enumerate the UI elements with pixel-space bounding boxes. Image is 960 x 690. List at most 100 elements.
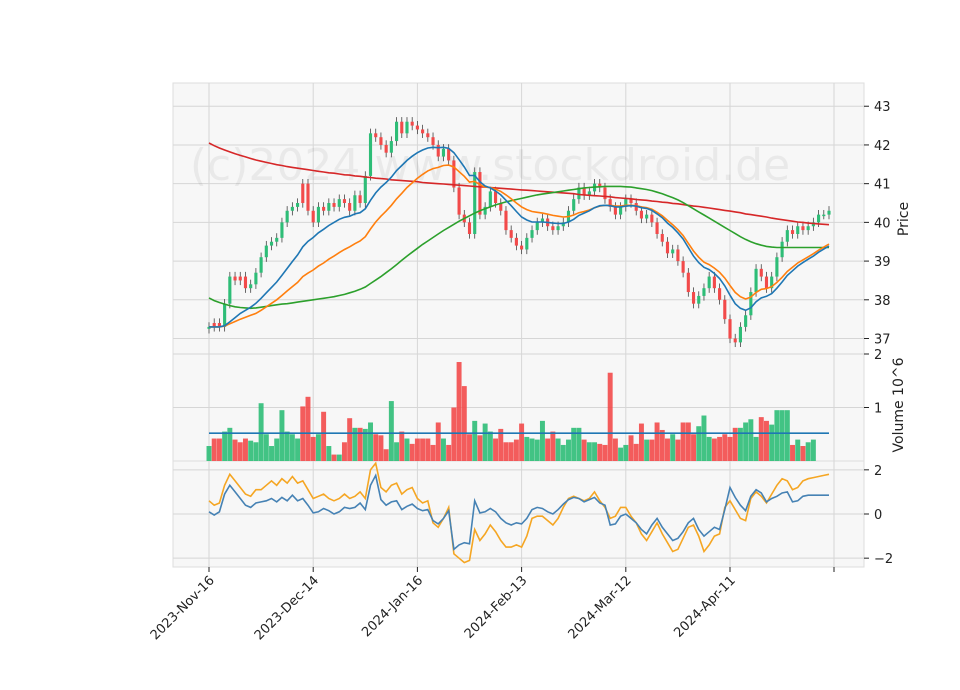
candle-body (790, 230, 795, 234)
candle-body (535, 222, 539, 231)
candle-body (447, 148, 451, 161)
volume-bar (482, 423, 488, 461)
volume-bar (717, 436, 723, 461)
volume-bar (362, 428, 368, 461)
candle-body (405, 121, 409, 134)
volume-bar (487, 431, 493, 461)
volume-bar (216, 438, 222, 461)
candle-body (671, 249, 675, 254)
ma-short-line (209, 146, 830, 328)
volume-bar (513, 439, 519, 461)
volume-bar (472, 420, 478, 461)
volume-bar (430, 444, 436, 461)
volume-bar (222, 431, 228, 461)
volume-bar (790, 444, 796, 461)
candle-body (811, 222, 815, 227)
volume-bar (706, 436, 712, 461)
candle-body (619, 206, 623, 215)
volume-bar (581, 439, 587, 461)
candle-body (426, 133, 430, 138)
candle-body (415, 125, 419, 130)
volume-bar (592, 442, 598, 461)
volume-bar (284, 431, 290, 461)
candle-body (691, 292, 696, 304)
volume-bar (388, 401, 394, 461)
volume-bar (435, 422, 441, 461)
volume-bar (336, 454, 342, 461)
candle-body (514, 237, 518, 246)
candle-body (624, 199, 628, 207)
candle-body (613, 206, 617, 215)
volume-bar (586, 442, 592, 461)
volume-bar (414, 438, 420, 461)
candle-body (238, 276, 242, 281)
candle-body (728, 319, 732, 339)
candle-body (764, 276, 769, 289)
candle-body (296, 203, 300, 207)
volume-bar (519, 423, 525, 461)
price-tick-label: 40 (874, 216, 891, 231)
candle-body (806, 226, 810, 231)
volume-bar (279, 410, 285, 461)
price-tick-label: 42 (874, 139, 891, 154)
candle-body (478, 172, 482, 215)
candle-body (452, 160, 456, 188)
candle-body (290, 206, 294, 211)
candle-body (509, 230, 513, 238)
volume-bar (498, 428, 504, 461)
volume-bar (571, 427, 577, 461)
volume-bar (623, 444, 629, 461)
volume-bar (211, 438, 217, 461)
x-tick-label: 2024-Apr-11 (671, 573, 738, 640)
candle-body (358, 195, 362, 204)
volume-tick-label: 2 (874, 348, 882, 363)
volume-bar (769, 424, 775, 461)
volume-bar (638, 423, 644, 461)
volume-bar (534, 439, 540, 461)
volume-bar (784, 410, 790, 461)
candle-body (587, 191, 591, 196)
price-panel (207, 117, 831, 348)
volume-bar (711, 438, 717, 461)
candle-body (431, 137, 435, 145)
candle-body (629, 199, 633, 204)
volume-bar (331, 454, 337, 461)
candle-body (817, 214, 821, 223)
candle-body (577, 187, 581, 200)
volume-bar (253, 442, 259, 461)
candle-body (374, 133, 378, 138)
volume-bar (576, 427, 582, 461)
volume-bar (467, 434, 472, 461)
candle-body (603, 187, 607, 200)
candle-body (723, 299, 727, 320)
ma-long-line (208, 185, 829, 310)
volume-bar (357, 427, 363, 461)
price-tick-label: 38 (874, 294, 891, 309)
candle-body (796, 226, 800, 234)
candle-body (332, 203, 336, 207)
candle-body (686, 272, 690, 293)
candle-body (775, 257, 779, 277)
candle-body (759, 268, 763, 277)
volume-bar (550, 431, 556, 461)
volume-bar (378, 435, 384, 461)
candle-body (316, 206, 320, 223)
volume-bar (800, 446, 806, 461)
volume-bar (795, 439, 801, 461)
price-tick-label: 39 (874, 255, 891, 270)
candle-body (243, 276, 248, 289)
volume-bar (409, 443, 415, 461)
candle-body (322, 206, 326, 211)
candle-body (217, 323, 221, 327)
volume-bar (618, 447, 624, 461)
volume-bar (258, 403, 264, 461)
candle-body (410, 121, 414, 126)
volume-bar (289, 434, 295, 461)
volume-bar (399, 431, 405, 461)
volume-bar (263, 434, 269, 461)
candle-body (561, 222, 565, 227)
volume-bar (321, 411, 327, 461)
candle-body (363, 175, 367, 204)
candle-body (228, 276, 232, 304)
candle-body (754, 268, 758, 293)
